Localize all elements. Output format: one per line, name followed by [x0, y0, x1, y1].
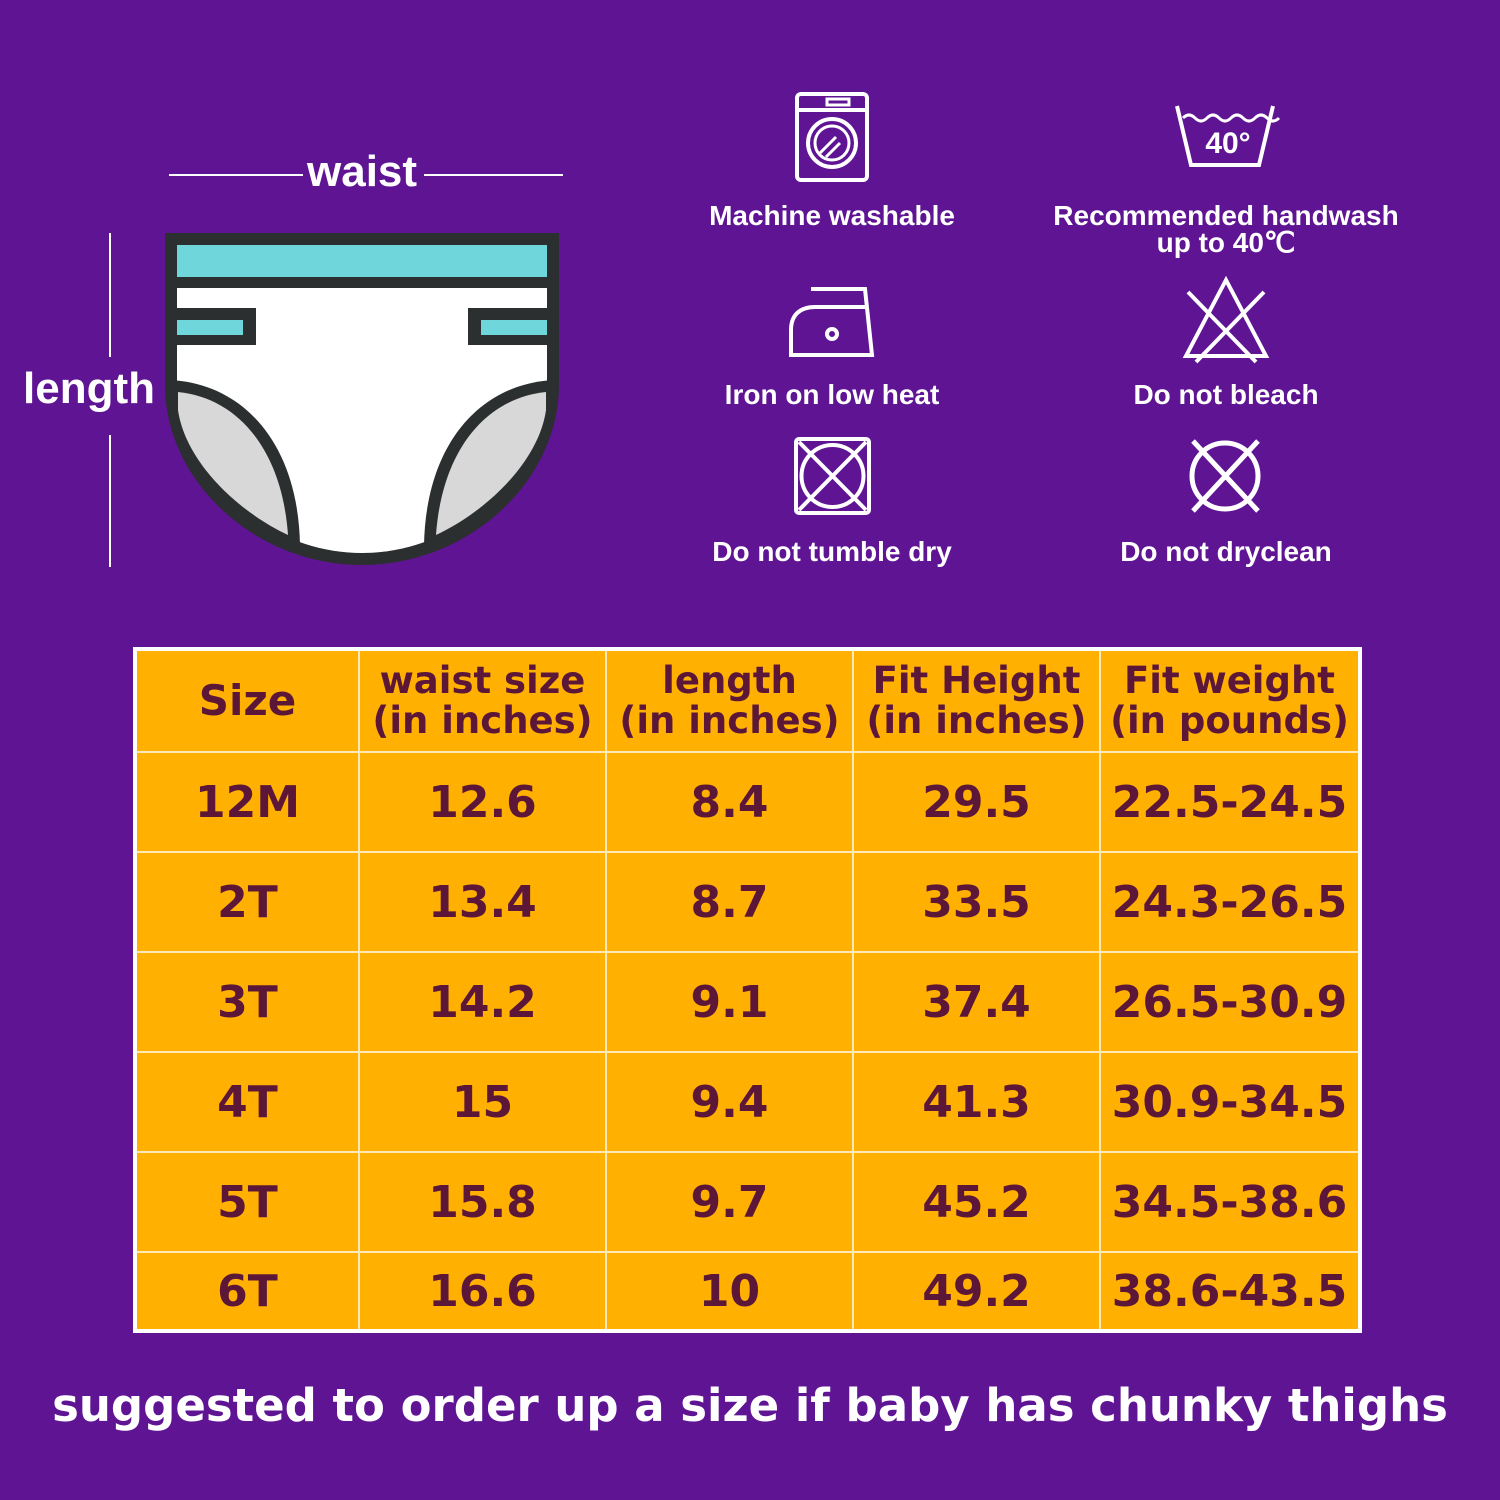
- handwash-basin-icon: 40°: [1175, 105, 1281, 167]
- column-header-line: (in pounds): [1110, 699, 1349, 742]
- length-label: length: [23, 364, 155, 413]
- table-cell: 22.5-24.5: [1099, 751, 1361, 853]
- table-cell: 38.6-43.5: [1099, 1251, 1361, 1332]
- table-row: 6T 16.6 10 49.2 38.6-43.5: [134, 1251, 1361, 1332]
- table-row: 3T 14.2 9.1 37.4 26.5-30.9: [134, 951, 1361, 1053]
- care-label-machine-washable: Machine washable: [709, 200, 955, 231]
- table-row: 12M 12.6 8.4 29.5 22.5-24.5: [134, 751, 1361, 853]
- care-label-handwash-line1: Recommended handwash: [1053, 200, 1399, 231]
- basin-temperature-text: 40°: [1205, 127, 1250, 160]
- diaper-illustration: [165, 233, 559, 565]
- column-header-line: waist size: [379, 659, 586, 702]
- table-cell: 16.6: [358, 1251, 607, 1332]
- table-header-row: Size waist size (in inches) length (in inche…: [134, 648, 1361, 753]
- table-cell: 10: [605, 1251, 854, 1332]
- table-cell: 6T: [134, 1251, 360, 1332]
- column-header-line: Size: [198, 676, 297, 725]
- table-cell: 29.5: [852, 751, 1101, 853]
- table-cell: 34.5-38.6: [1099, 1151, 1361, 1253]
- table-cell: 4T: [134, 1051, 360, 1153]
- column-header-line: length: [662, 659, 797, 702]
- column-header-line: (in inches): [866, 699, 1087, 742]
- table-cell: 13.4: [358, 851, 607, 953]
- table-cell: 15: [358, 1051, 607, 1153]
- column-header-line: (in inches): [372, 699, 593, 742]
- care-label-handwash: Recommended handwash up to 40℃: [1053, 200, 1399, 258]
- table-cell: 9.7: [605, 1151, 854, 1253]
- column-header-line: Fit Height: [872, 659, 1081, 702]
- table-cell: 37.4: [852, 951, 1101, 1053]
- table-cell: 8.4: [605, 751, 854, 853]
- table-cell: 24.3-26.5: [1099, 851, 1361, 953]
- washing-machine-icon: [795, 92, 869, 182]
- column-header-line: Fit weight: [1124, 659, 1335, 702]
- care-label-no-tumble-dry: Do not tumble dry: [712, 536, 952, 567]
- table-cell: 41.3: [852, 1051, 1101, 1153]
- column-header-line: (in inches): [619, 699, 840, 742]
- no-tumble-dry-icon: [794, 437, 871, 515]
- column-header: length (in inches): [605, 648, 854, 753]
- table-cell: 30.9-34.5: [1099, 1051, 1361, 1153]
- care-label-handwash-line2: up to 40℃: [1156, 227, 1296, 258]
- table-cell: 26.5-30.9: [1099, 951, 1361, 1053]
- table-row: 5T 15.8 9.7 45.2 34.5-38.6: [134, 1151, 1361, 1253]
- table-cell: 8.7: [605, 851, 854, 953]
- table-cell: 2T: [134, 851, 360, 953]
- care-label-no-bleach: Do not bleach: [1133, 379, 1319, 410]
- column-header: Size: [134, 648, 360, 753]
- table-cell: 12M: [134, 751, 360, 853]
- table-cell: 15.8: [358, 1151, 607, 1253]
- no-bleach-icon: [1182, 275, 1270, 364]
- care-label-iron: Iron on low heat: [724, 379, 940, 410]
- table-cell: 33.5: [852, 851, 1101, 953]
- footer-note: suggested to order up a size if baby has…: [52, 1379, 1448, 1432]
- table-cell: 9.4: [605, 1051, 854, 1153]
- table-cell: 49.2: [852, 1251, 1101, 1332]
- no-dryclean-icon: [1189, 439, 1261, 513]
- table-row: 4T 15 9.4 41.3 30.9-34.5: [134, 1051, 1361, 1153]
- table-cell: 14.2: [358, 951, 607, 1053]
- table-cell: 12.6: [358, 751, 607, 853]
- column-header: Fit weight (in pounds): [1099, 648, 1361, 753]
- waist-label: waist: [307, 147, 418, 196]
- table-cell: 3T: [134, 951, 360, 1053]
- table-cell: 45.2: [852, 1151, 1101, 1253]
- column-header: Fit Height (in inches): [852, 648, 1101, 753]
- table-row: 2T 13.4 8.7 33.5 24.3-26.5: [134, 851, 1361, 953]
- table-cell: 5T: [134, 1151, 360, 1253]
- care-label-no-dryclean: Do not dryclean: [1120, 536, 1332, 567]
- column-header: waist size (in inches): [358, 648, 607, 753]
- size-chart-table: Size waist size (in inches) length (in inche…: [133, 647, 1362, 1333]
- table-cell: 9.1: [605, 951, 854, 1053]
- iron-icon: [789, 287, 875, 357]
